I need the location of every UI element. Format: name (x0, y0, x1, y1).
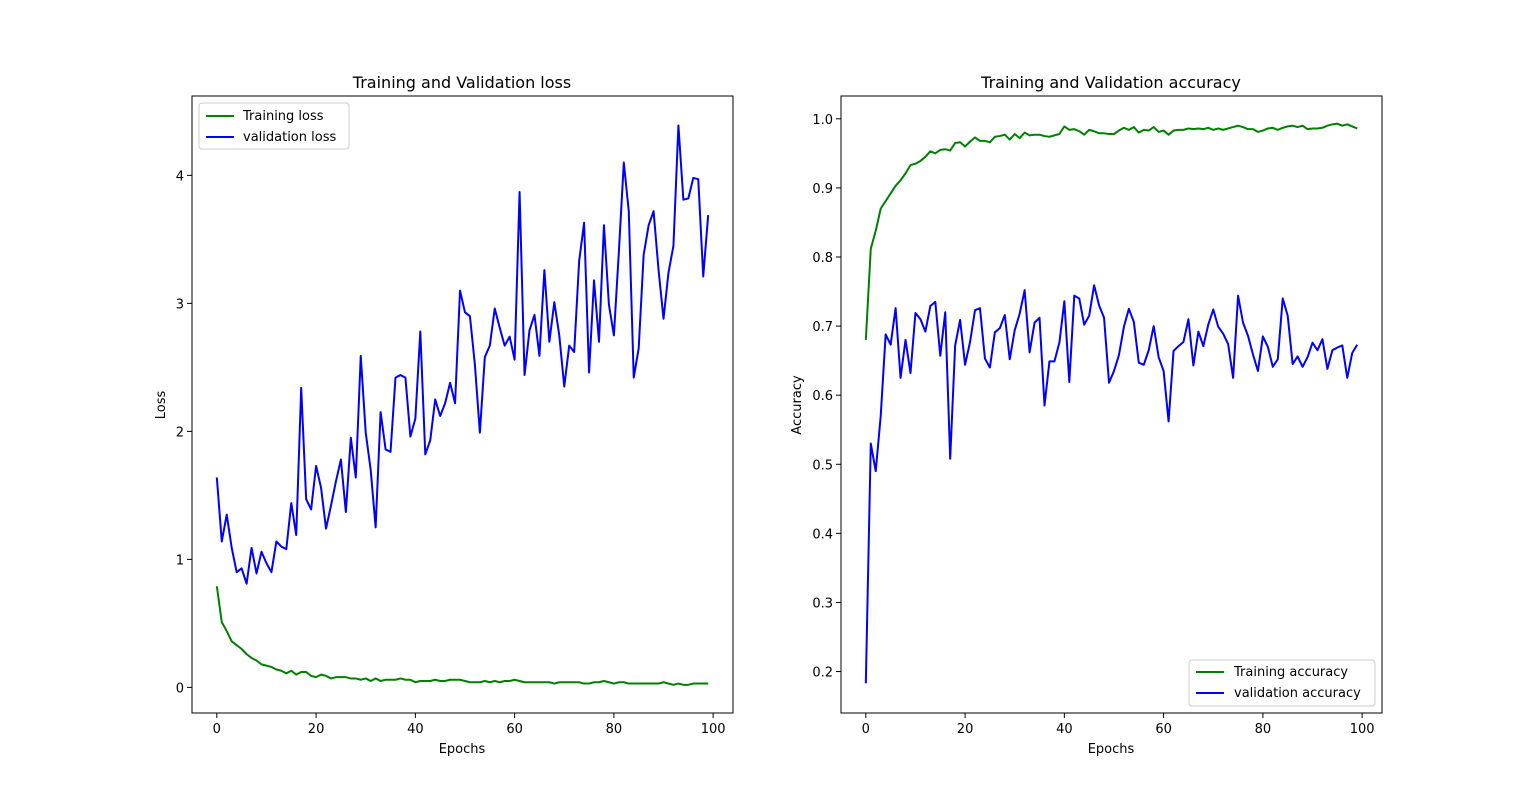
legend-label-validation-loss: validation loss (243, 130, 336, 145)
accuracy-y-tick-label: 0.6 (812, 389, 833, 404)
accuracy-x-tick-label: 40 (1056, 722, 1073, 737)
accuracy-series-training-accuracy (864, 122, 1358, 340)
legend-label-validation-accuracy: validation accuracy (1234, 686, 1361, 701)
loss-chart-title: Training and Validation loss (352, 73, 571, 92)
loss-x-axis-label: Epochs (439, 742, 486, 757)
accuracy-axes-frame (840, 95, 1383, 714)
accuracy-x-tick-label: 60 (1155, 722, 1172, 737)
accuracy-x-axis-ticks: 0 20 40 60 80 100 (862, 713, 1375, 737)
loss-y-tick-label: 0 (176, 681, 184, 696)
accuracy-x-tick-label: 20 (957, 722, 974, 737)
loss-x-tick-label: 60 (506, 722, 523, 737)
loss-x-axis-ticks: 0 20 40 60 80 100 (213, 713, 726, 737)
loss-y-tick-label: 4 (176, 169, 184, 184)
accuracy-y-tick-label: 1.0 (812, 113, 833, 128)
loss-y-tick-label: 1 (176, 553, 184, 568)
accuracy-x-tick-label: 0 (862, 722, 870, 737)
loss-x-tick-label: 20 (308, 722, 325, 737)
accuracy-y-tick-label: 0.2 (812, 666, 833, 681)
accuracy-x-tick-label: 100 (1350, 722, 1375, 737)
legend-label-training-loss: Training loss (242, 109, 324, 124)
loss-series-validation-loss (215, 124, 710, 585)
accuracy-y-axis-label: Accuracy (790, 375, 805, 435)
loss-legend: Training loss validation loss (198, 102, 350, 150)
loss-chart: Training and Validation loss 0 20 40 60 80 10… (154, 73, 734, 757)
accuracy-y-tick-label: 0.9 (812, 182, 833, 197)
loss-series-training-loss (215, 586, 709, 686)
loss-x-tick-label: 80 (606, 722, 623, 737)
loss-y-tick-label: 3 (176, 297, 184, 312)
accuracy-y-tick-label: 0.8 (812, 251, 833, 266)
accuracy-legend-frame (1188, 659, 1376, 707)
loss-x-tick-label: 0 (213, 722, 221, 737)
accuracy-x-tick-label: 80 (1255, 722, 1272, 737)
accuracy-y-tick-label: 0.3 (812, 596, 833, 611)
accuracy-y-tick-label: 0.5 (812, 458, 833, 473)
accuracy-y-axis-ticks: 0.2 0.3 0.4 0.5 0.6 0.7 0.8 0.9 1.0 (812, 113, 841, 681)
loss-plot-area (215, 124, 710, 686)
accuracy-chart: Training and Validation accuracy 0 20 40 60… (790, 73, 1383, 757)
accuracy-x-axis-label: Epochs (1088, 742, 1135, 757)
loss-x-tick-label: 100 (701, 722, 726, 737)
accuracy-y-tick-label: 0.7 (812, 320, 833, 335)
legend-label-training-accuracy: Training accuracy (1233, 665, 1348, 680)
accuracy-y-tick-label: 0.4 (812, 527, 833, 542)
loss-axes-frame (191, 95, 734, 714)
loss-y-axis-label: Loss (154, 391, 169, 420)
loss-legend-frame (198, 102, 350, 150)
accuracy-plot-area (864, 122, 1359, 684)
accuracy-chart-title: Training and Validation accuracy (980, 73, 1241, 92)
loss-x-tick-label: 40 (407, 722, 424, 737)
loss-y-tick-label: 2 (176, 425, 184, 440)
accuracy-series-validation-accuracy (864, 284, 1359, 684)
loss-y-axis-ticks: 0 1 2 3 4 (176, 169, 192, 696)
accuracy-legend: Training accuracy validation accuracy (1188, 659, 1376, 707)
